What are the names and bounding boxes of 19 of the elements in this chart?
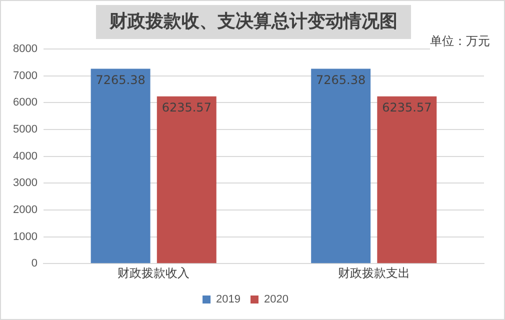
legend-label: 2019 xyxy=(216,294,241,306)
data-label: 6235.57 xyxy=(162,100,212,114)
x-tick-label: 财政拨款收入 xyxy=(118,266,190,280)
text: 单位：万元 xyxy=(430,33,490,50)
x-tick-label: 财政拨款支出 xyxy=(338,266,410,280)
data-label: 6235.57 xyxy=(382,100,432,114)
y-tick-label: 4000 xyxy=(12,150,38,162)
y-tick-label: 2000 xyxy=(12,204,38,216)
y-tick-label: 6000 xyxy=(12,96,38,109)
y-tick-label: 3000 xyxy=(12,177,38,190)
y-tick-label: 5000 xyxy=(12,124,38,136)
data-label: 7265.38 xyxy=(316,72,366,87)
legend-label: 2020 xyxy=(264,294,288,306)
y-tick-label: 8000 xyxy=(12,43,38,56)
chart-title: 财政拨款收、支决算总计变动情况图 xyxy=(96,5,411,39)
data-label: 7265.38 xyxy=(96,72,146,87)
y-tick-label: 1000 xyxy=(12,230,38,243)
y-tick-label: 0 xyxy=(31,258,38,270)
y-tick-label: 7000 xyxy=(12,70,38,82)
